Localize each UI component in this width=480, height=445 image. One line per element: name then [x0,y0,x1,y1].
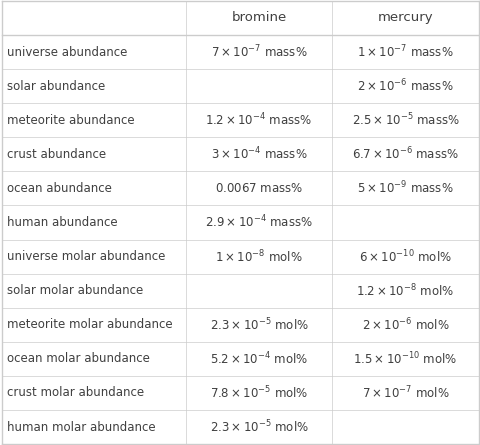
Text: solar abundance: solar abundance [7,80,105,93]
Text: $2\times10^{-6}$ mass%: $2\times10^{-6}$ mass% [357,78,453,94]
Text: $5\times10^{-9}$ mass%: $5\times10^{-9}$ mass% [357,180,453,197]
Text: solar molar abundance: solar molar abundance [7,284,143,297]
Text: $5.2\times10^{-4}$ mol%: $5.2\times10^{-4}$ mol% [210,351,308,367]
Text: human molar abundance: human molar abundance [7,421,156,433]
Text: $2.5\times10^{-5}$ mass%: $2.5\times10^{-5}$ mass% [351,112,458,129]
Text: $2.3\times10^{-5}$ mol%: $2.3\times10^{-5}$ mol% [209,316,308,333]
Text: $6\times10^{-10}$ mol%: $6\times10^{-10}$ mol% [359,248,451,265]
Text: meteorite molar abundance: meteorite molar abundance [7,318,172,331]
Text: $2\times10^{-6}$ mol%: $2\times10^{-6}$ mol% [361,316,448,333]
Text: $0.0067$ mass%: $0.0067$ mass% [215,182,302,195]
Text: ocean abundance: ocean abundance [7,182,112,195]
Text: $3\times10^{-4}$ mass%: $3\times10^{-4}$ mass% [210,146,307,162]
Text: ocean molar abundance: ocean molar abundance [7,352,150,365]
Text: $2.9\times10^{-4}$ mass%: $2.9\times10^{-4}$ mass% [205,214,312,231]
Text: $1.5\times10^{-10}$ mol%: $1.5\times10^{-10}$ mol% [353,351,456,367]
Text: $7\times10^{-7}$ mass%: $7\times10^{-7}$ mass% [210,44,307,61]
Text: crust molar abundance: crust molar abundance [7,386,144,400]
Text: $1\times10^{-7}$ mass%: $1\times10^{-7}$ mass% [357,44,453,61]
Text: $1.2\times10^{-8}$ mol%: $1.2\times10^{-8}$ mol% [356,283,454,299]
Text: $7.8\times10^{-5}$ mol%: $7.8\times10^{-5}$ mol% [209,384,308,401]
Text: $2.3\times10^{-5}$ mol%: $2.3\times10^{-5}$ mol% [209,419,308,435]
Text: $7\times10^{-7}$ mol%: $7\times10^{-7}$ mol% [361,384,448,401]
Text: universe abundance: universe abundance [7,45,127,59]
Text: universe molar abundance: universe molar abundance [7,250,165,263]
Text: bromine: bromine [231,12,286,24]
Text: crust abundance: crust abundance [7,148,106,161]
Text: human abundance: human abundance [7,216,118,229]
Text: $1\times10^{-8}$ mol%: $1\times10^{-8}$ mol% [215,248,302,265]
Text: $6.7\times10^{-6}$ mass%: $6.7\times10^{-6}$ mass% [351,146,458,162]
Text: mercury: mercury [377,12,432,24]
Text: $1.2\times10^{-4}$ mass%: $1.2\times10^{-4}$ mass% [205,112,312,129]
Text: meteorite abundance: meteorite abundance [7,114,134,127]
